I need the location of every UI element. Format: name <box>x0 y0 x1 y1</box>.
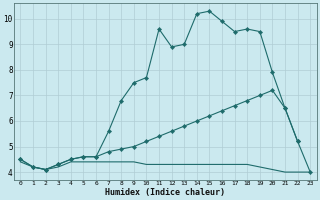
X-axis label: Humidex (Indice chaleur): Humidex (Indice chaleur) <box>105 188 225 197</box>
